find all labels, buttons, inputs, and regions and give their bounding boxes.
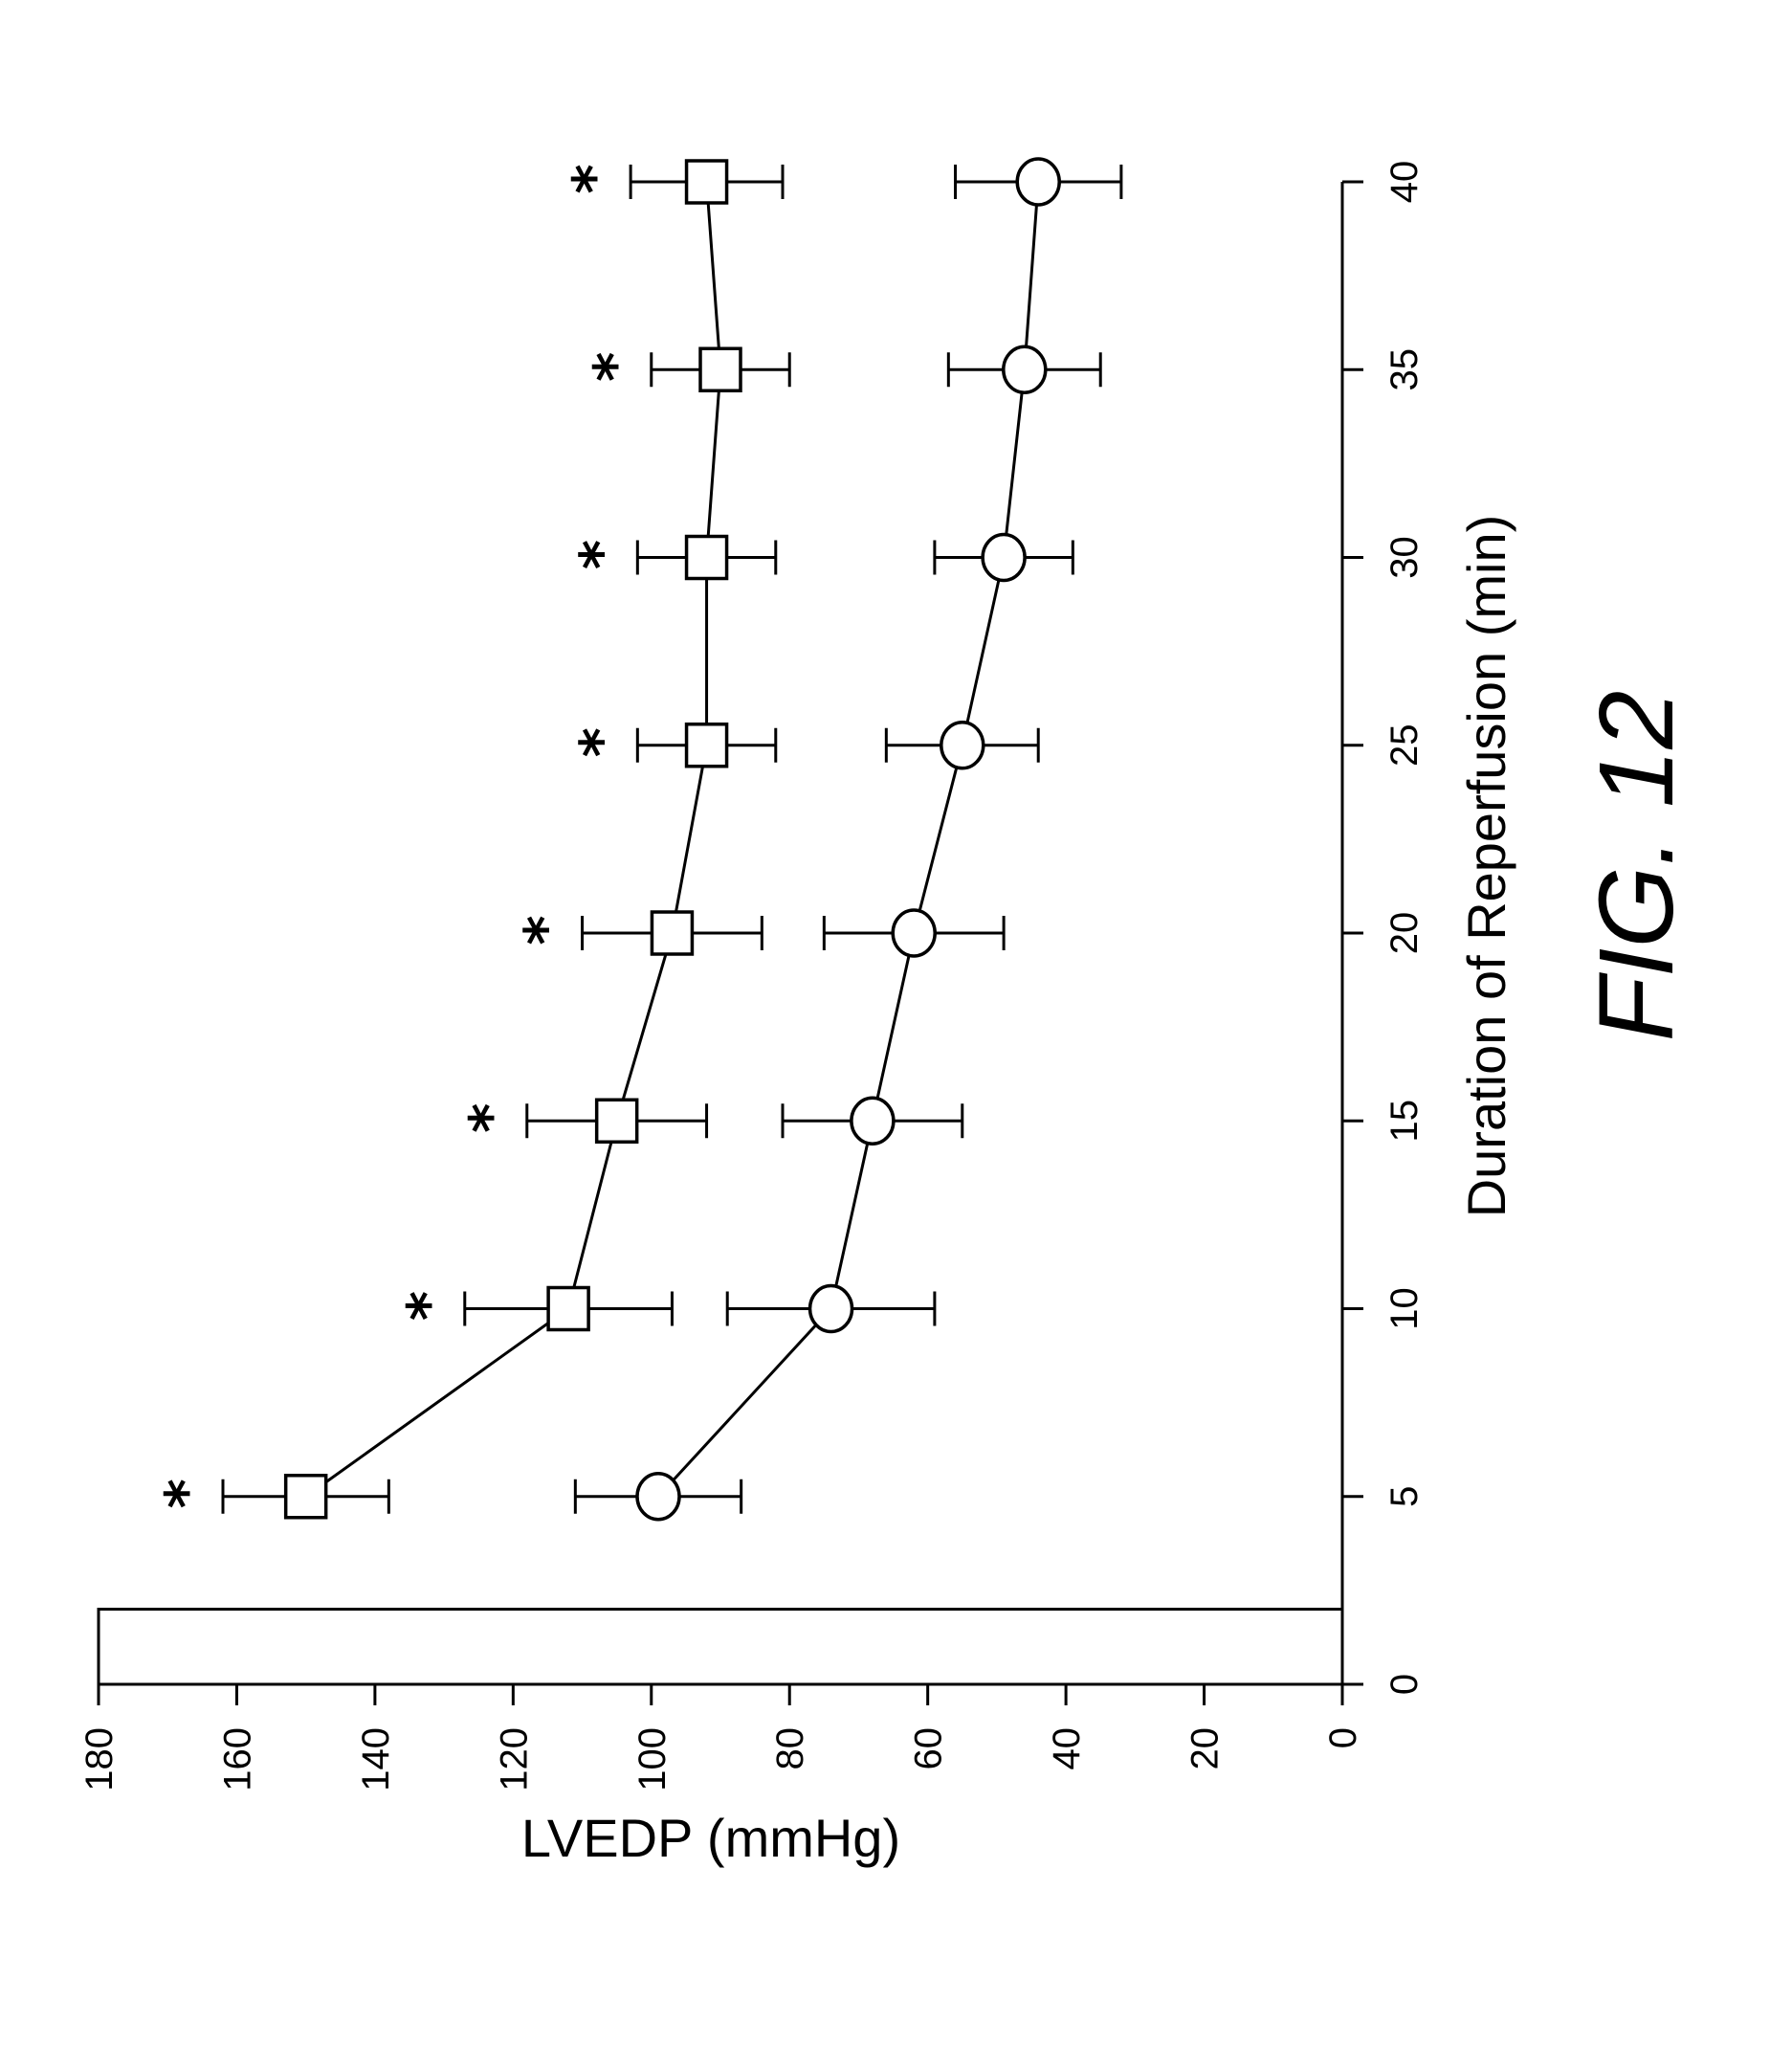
data-point-square [597,1100,637,1142]
y-tick-label: 160 [216,1727,258,1791]
x-tick-label: 15 [1383,1100,1426,1143]
y-tick-label: 20 [1184,1727,1227,1770]
ischemia-period-bar [99,1610,1342,1685]
y-tick-label: 40 [1046,1727,1088,1770]
x-tick-label: 0 [1383,1674,1426,1695]
x-tick-label: 20 [1383,912,1426,955]
data-point-circle [893,910,935,956]
x-tick-label: 25 [1383,724,1426,768]
x-tick-label: 10 [1383,1287,1426,1330]
y-tick-label: 0 [1322,1727,1364,1748]
data-point-circle [637,1474,679,1520]
data-point-square [652,912,692,954]
data-point-square [687,724,727,767]
data-point-square [548,1288,588,1330]
x-axis-title: Duration of Reperfusion (min) [1456,515,1516,1218]
significance-asterisk: * [567,540,634,569]
data-point-circle [1004,346,1046,392]
data-point-circle [810,1286,852,1332]
ischemia-bar-rect [99,1610,1342,1685]
data-point-circle [983,535,1025,581]
x-tick-label: 40 [1383,161,1426,204]
y-tick-label: 120 [493,1727,535,1791]
significance-asterisk: * [561,164,628,193]
x-tick-label: 5 [1383,1486,1426,1507]
y-tick-label: 140 [355,1727,397,1791]
significance-asterisk: * [513,915,580,945]
significance-asterisk: * [457,1103,524,1133]
series-circle [575,159,1121,1520]
significance-asterisk: * [582,352,649,382]
significance-asterisk: * [567,727,634,757]
data-point-square [687,161,727,203]
data-point-square [286,1476,326,1518]
data-point-circle [852,1098,894,1144]
y-axis-title: LVEDP (mmHg) [521,1808,900,1868]
data-point-square [700,348,741,390]
figure-label: FIG. 12 [1578,691,1695,1042]
series-line-square [306,182,720,1497]
significance-asterisk: * [153,1479,220,1508]
y-tick-label: 100 [631,1727,674,1791]
x-tick-label: 35 [1383,348,1426,391]
significance-asterisk: * [395,1291,462,1321]
data-point-circle [941,723,984,768]
chart-axes: 0 5 10 15 20 25 30 35 40 0 20 40 60 80 100 120 140 160 180 [78,161,1426,1791]
chart-series: * * * * * * * * [153,159,1121,1520]
x-tick-label: 30 [1383,536,1426,579]
y-tick-label: 60 [908,1727,950,1770]
series-square: * * * * * * * * [153,161,789,1518]
y-tick-label: 80 [769,1727,811,1770]
data-point-circle [1017,159,1059,205]
y-tick-label: 180 [78,1727,121,1791]
data-point-square [687,537,727,579]
